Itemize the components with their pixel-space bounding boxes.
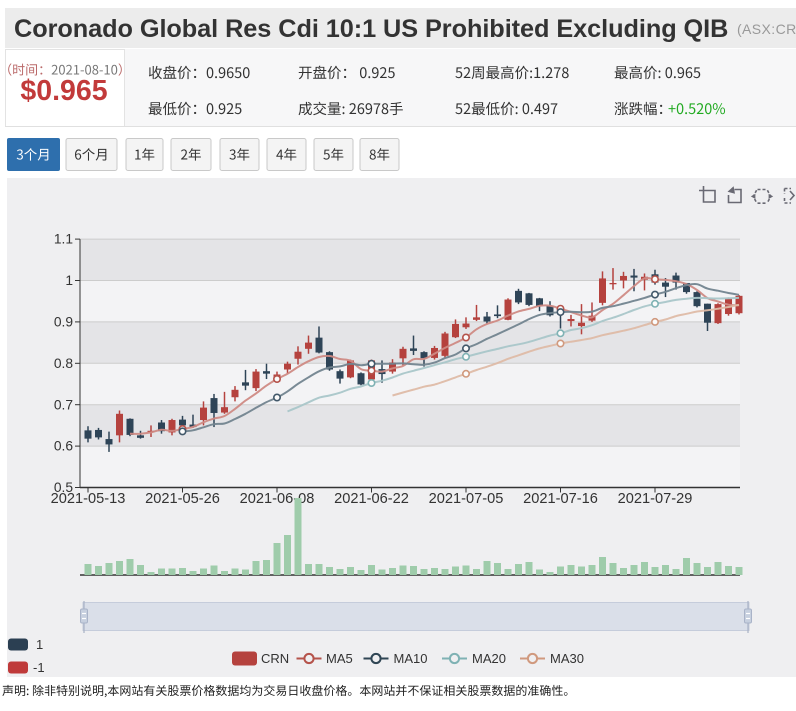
- svg-text:1.1: 1.1: [54, 232, 73, 247]
- svg-text:1: 1: [65, 273, 73, 288]
- svg-text:MA30: MA30: [550, 651, 584, 666]
- svg-text:CRN: CRN: [261, 651, 289, 666]
- svg-text:-1: -1: [33, 660, 45, 675]
- svg-text:2021-07-16: 2021-07-16: [523, 491, 598, 507]
- svg-text:2021-06-08: 2021-06-08: [240, 491, 315, 507]
- svg-text:2021-05-26: 2021-05-26: [145, 491, 220, 507]
- svg-text:MA20: MA20: [472, 651, 506, 666]
- svg-text:2021-05-13: 2021-05-13: [51, 491, 126, 507]
- svg-text:0.5: 0.5: [54, 480, 74, 495]
- svg-text:1: 1: [36, 637, 43, 652]
- svg-text:0.8: 0.8: [54, 356, 74, 371]
- svg-text:2021-06-22: 2021-06-22: [334, 491, 409, 507]
- svg-text:Coronado Global Res Cdi 10:1 U: Coronado Global Res Cdi 10:1 US Prohibit…: [14, 15, 728, 43]
- svg-text:0.9: 0.9: [54, 315, 74, 330]
- svg-text:0.6: 0.6: [54, 439, 74, 454]
- svg-text:0.7: 0.7: [54, 397, 73, 412]
- svg-text:2021-07-29: 2021-07-29: [618, 491, 693, 507]
- svg-text:2021-07-05: 2021-07-05: [429, 491, 504, 507]
- svg-text:MA10: MA10: [394, 651, 428, 666]
- svg-text:(ASX:CRN): (ASX:CRN): [737, 21, 796, 37]
- svg-text:MA5: MA5: [326, 651, 353, 666]
- svg-text:$0.965: $0.965: [20, 75, 107, 107]
